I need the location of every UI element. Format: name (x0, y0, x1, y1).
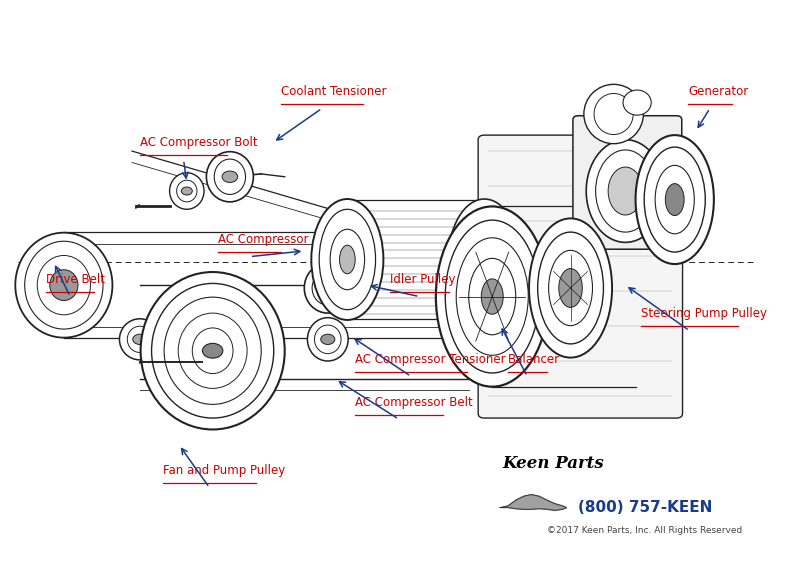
Ellipse shape (584, 84, 643, 143)
Text: Idler Pulley: Idler Pulley (390, 273, 456, 286)
Text: (800) 757-KEEN: (800) 757-KEEN (578, 500, 713, 515)
Ellipse shape (170, 173, 204, 209)
Ellipse shape (623, 90, 651, 115)
Circle shape (320, 282, 336, 294)
Ellipse shape (448, 199, 521, 320)
Ellipse shape (206, 151, 254, 202)
Text: AC Compressor: AC Compressor (218, 233, 309, 246)
Ellipse shape (586, 140, 665, 242)
Ellipse shape (529, 218, 612, 358)
Ellipse shape (311, 199, 383, 320)
Text: Balancer: Balancer (508, 353, 560, 366)
Circle shape (222, 171, 238, 183)
Polygon shape (500, 495, 566, 510)
Ellipse shape (50, 270, 78, 301)
Circle shape (133, 334, 147, 344)
Text: Keen Parts: Keen Parts (502, 454, 604, 472)
Ellipse shape (339, 245, 355, 274)
Ellipse shape (15, 233, 113, 338)
Ellipse shape (119, 319, 160, 360)
Ellipse shape (141, 272, 285, 430)
Ellipse shape (608, 167, 642, 215)
Bar (347, 199, 485, 319)
Text: AC Compressor Bolt: AC Compressor Bolt (140, 136, 258, 149)
Text: Fan and Pump Pulley: Fan and Pump Pulley (163, 464, 286, 477)
Circle shape (182, 187, 192, 195)
Ellipse shape (559, 268, 582, 308)
Circle shape (321, 334, 335, 344)
Ellipse shape (635, 135, 714, 264)
Text: Coolant Tensioner: Coolant Tensioner (281, 85, 386, 98)
Ellipse shape (666, 184, 684, 215)
Text: ©2017 Keen Parts, Inc. All Rights Reserved: ©2017 Keen Parts, Inc. All Rights Reserv… (547, 526, 742, 535)
FancyBboxPatch shape (478, 135, 682, 418)
FancyBboxPatch shape (573, 116, 682, 249)
Text: AC Compressor Tensioner: AC Compressor Tensioner (355, 353, 506, 366)
Ellipse shape (482, 279, 503, 314)
Text: Drive Belt: Drive Belt (46, 273, 105, 286)
Ellipse shape (304, 263, 351, 313)
Ellipse shape (307, 317, 348, 361)
Ellipse shape (436, 206, 549, 386)
Text: Steering Pump Pulley: Steering Pump Pulley (641, 307, 767, 320)
Text: AC Compressor Belt: AC Compressor Belt (355, 396, 473, 408)
Circle shape (202, 343, 223, 358)
Text: Generator: Generator (688, 85, 748, 98)
